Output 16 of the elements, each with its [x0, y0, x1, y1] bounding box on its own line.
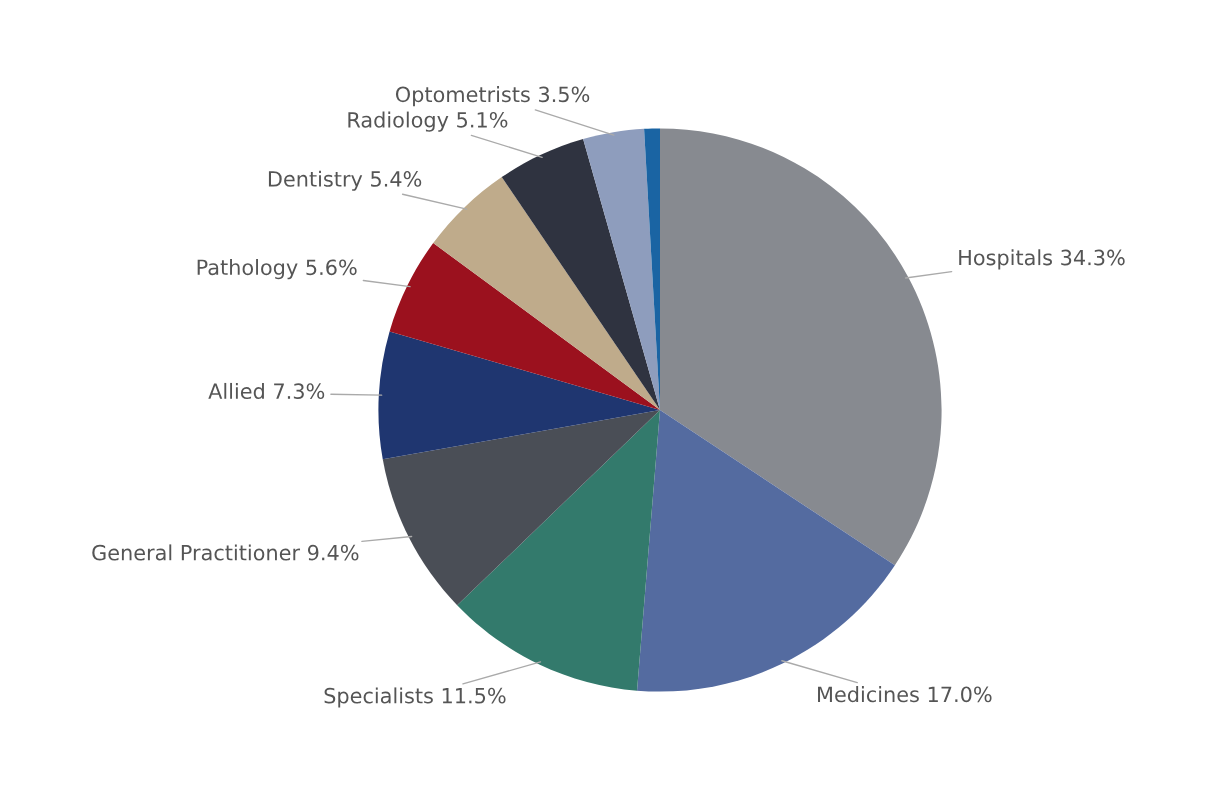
- slice-label: Hospitals 34.3%: [959, 249, 1125, 270]
- pie-slice: [660, 128, 942, 566]
- slice-label: Pathology 5.6%: [197, 259, 357, 280]
- pie-slice: [501, 139, 660, 410]
- slice-label: Dentistry 5.4%: [268, 170, 422, 191]
- slice-label: Allied 7.3%: [208, 382, 325, 400]
- pie-slice: [583, 128, 660, 410]
- pie-slice: [433, 177, 660, 410]
- pie-slice: [382, 410, 660, 606]
- slice-label: General Practitioner 9.4%: [92, 544, 359, 561]
- pie-slice: [389, 243, 660, 410]
- pie-slice: [378, 331, 660, 460]
- slice-label: Specialists 11.5%: [324, 687, 506, 708]
- slice-label: Radiology 5.1%: [348, 111, 508, 132]
- slice-label: Optometrists 3.5%: [395, 86, 590, 107]
- slice-label: Medicines 17.0%: [818, 686, 992, 703]
